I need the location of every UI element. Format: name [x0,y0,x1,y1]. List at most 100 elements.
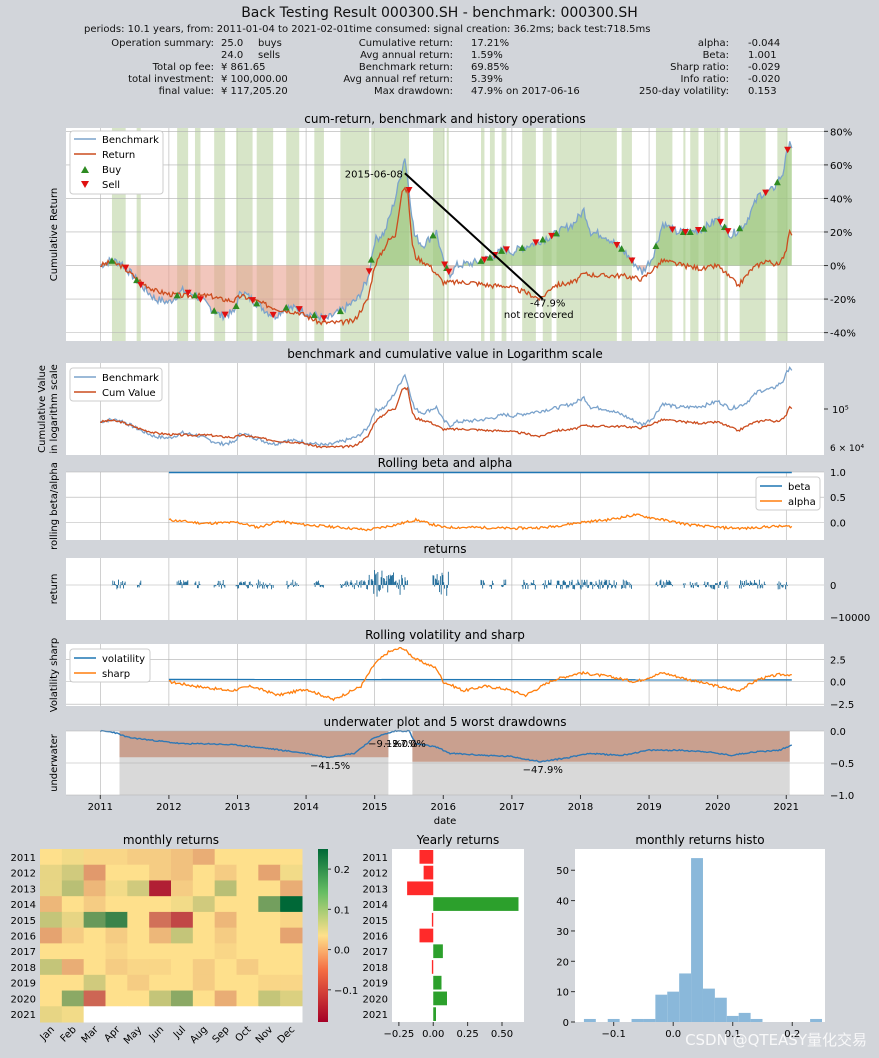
sell-marker [221,311,229,319]
buy-marker [518,244,526,251]
heatmap-cell [127,849,150,866]
heatmap-cell [280,880,303,897]
heatmap-cell [105,896,128,913]
cum-return-ytick-label: -20% [830,295,856,306]
heatmap-cell [127,896,150,913]
heatmap-cell [171,864,194,881]
hist-ytick-label: 20 [556,957,569,968]
hold-period [501,128,507,341]
yearly-title: Yearly returns [416,833,500,847]
worst-drawdown-band [119,731,389,758]
heatmap-cell [40,959,63,976]
drawdown-label: −2.0% [384,739,418,750]
not-recovered-annotation: not recovered [504,310,574,321]
heatmap-cell [105,974,128,992]
hold-period [446,128,449,341]
log-scale-ylabel-2: in logarithm scale [49,364,60,454]
cum-return-title: cum-return, benchmark and history operat… [304,112,585,126]
date-xtick-label: 2014 [293,802,318,813]
sell-marker [122,264,130,272]
buy-marker [477,257,485,264]
log-scale-title: benchmark and cumulative value in Logari… [287,347,603,361]
buy-marker [498,247,506,254]
summary-value: 1.59% [471,50,503,61]
hold-period [236,128,253,341]
heatmap-cell [40,990,63,1007]
heatmap-cell [40,943,63,960]
sell-marker [784,146,792,154]
legend-sharp-label: sharp [102,669,130,680]
heatmap-cell [105,943,128,960]
yearly-bar [431,912,434,927]
buy-marker [210,307,218,314]
heatmap-cell [280,849,303,866]
hist-xtick-label: −0.1 [602,1029,626,1040]
vol-sharp-ylabel: Volatility sharp [49,638,60,713]
sell-marker [762,189,770,197]
heatmap-cell [192,880,216,897]
yearly-xtick-label: 0.50 [491,1029,513,1040]
heatmap-cell [61,959,85,976]
date-xtick-label: 2013 [225,802,250,813]
beta-alpha-title: Rolling beta and alpha [378,456,513,470]
sell-marker [295,306,303,313]
sell-marker [196,296,204,303]
heatmap-cell [83,849,106,866]
heatmap-cell [171,880,194,897]
summary-value: 24.0 [221,50,244,61]
underwater-ytick-label: 0.0 [830,727,846,738]
yearly-year-label: 2013 [363,884,388,895]
date-xlabel: date [434,816,457,827]
heatmap-year-label: 2019 [11,979,36,990]
heatmap-cell [149,943,172,960]
heatmap-cell [280,990,303,1007]
summary-value: ¥ 117,205.20 [221,86,288,97]
summary-value: -0.044 [748,38,781,49]
hold-period [542,128,552,341]
underwater-ytick-label: −0.5 [830,759,854,770]
hist-bar [643,1018,656,1022]
heatmap-cell [127,959,150,976]
heatmap-month-label: Oct [234,1024,254,1044]
summary-label: Max drawdown: [374,86,453,97]
heatmap-year-label: 2015 [11,916,36,927]
heatmap-cell [61,974,85,992]
heatmap-cell [61,896,85,913]
summary-label: Total op fee: [152,62,214,73]
heatmap-cell [214,849,237,866]
drawdown-label: −9.1% [368,739,402,750]
heatmap-cell [258,943,281,960]
vol-sharp-title: Rolling volatility and sharp [365,628,525,642]
summary-unit: sells [258,50,281,61]
heatmap-cell [171,959,194,976]
summary-value: 0.153 [748,86,777,97]
summary-label: Sharp ratio: [670,62,729,73]
heatmap-cell [236,880,259,897]
legend-log-benchmark-label: Benchmark [102,373,159,384]
summary-value: ¥ 100,000.00 [221,74,288,85]
heatmap-cell [61,911,85,929]
heatmap-cell [171,849,194,866]
log-scale-ylabel: Cumulative Value [37,365,48,453]
date-xtick-label: 2015 [362,802,387,813]
summary-label: Beta: [702,50,729,61]
yearly-year-label: 2019 [363,979,388,990]
heatmap-cell [280,974,303,992]
hist-bar [702,988,715,1022]
heatmap-cell [83,927,106,944]
yearly-year-label: 2020 [363,994,388,1005]
heatmap-year-label: 2016 [11,932,36,943]
heatmap-cell [258,990,281,1007]
drawdown-start-annotation: 2015-06-08 [345,169,403,180]
heatmap-cell [40,849,63,866]
legend-alpha-label: alpha [788,497,816,508]
heatmap-cell [83,911,106,929]
returns-ytick-label: 0 [830,581,836,592]
buy-marker [686,228,694,235]
heatmap-cell [105,990,128,1007]
heatmap-cell [258,959,281,976]
heatmap-cell [280,896,303,913]
hist-bar [583,1018,596,1022]
heatmap-cell [127,911,150,929]
